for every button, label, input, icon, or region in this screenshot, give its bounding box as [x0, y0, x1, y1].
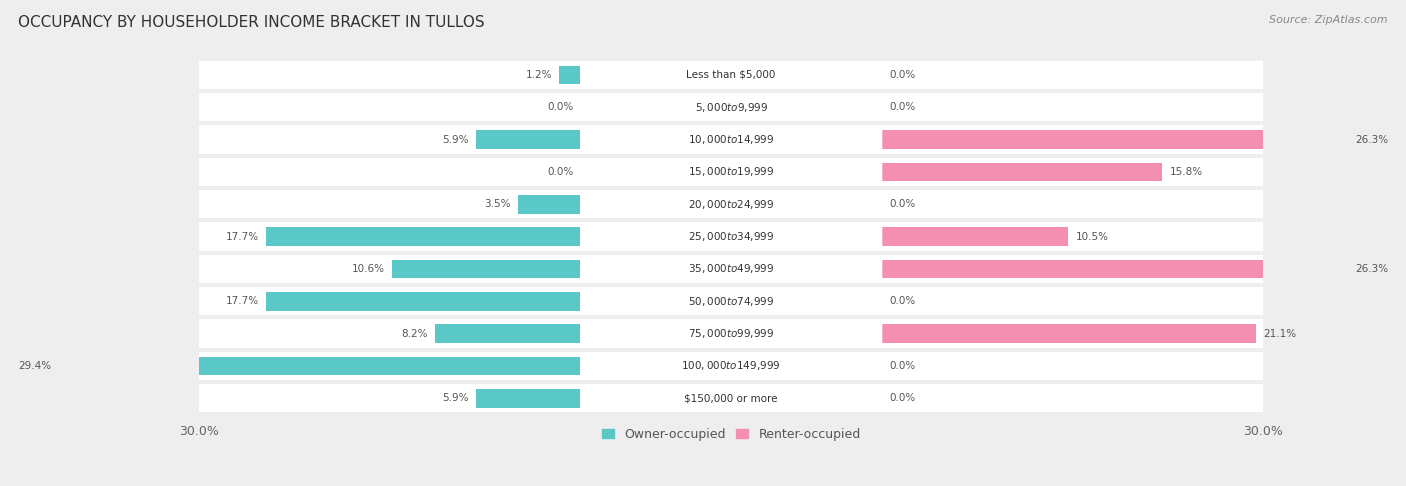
Text: 10.5%: 10.5% — [1076, 231, 1108, 242]
Bar — [198, 319, 1264, 348]
Bar — [59, 357, 581, 375]
Bar — [198, 223, 1264, 251]
Text: 0.0%: 0.0% — [889, 199, 915, 209]
Text: 0.0%: 0.0% — [547, 102, 574, 112]
FancyBboxPatch shape — [581, 387, 883, 409]
Text: 26.3%: 26.3% — [1355, 264, 1389, 274]
Bar — [198, 125, 1264, 154]
Bar — [882, 162, 1163, 181]
Bar — [882, 324, 1257, 343]
Text: 17.7%: 17.7% — [226, 296, 259, 306]
Bar — [434, 324, 581, 343]
Bar — [882, 260, 1348, 278]
Legend: Owner-occupied, Renter-occupied: Owner-occupied, Renter-occupied — [596, 423, 866, 446]
FancyBboxPatch shape — [581, 96, 883, 118]
Bar — [519, 195, 581, 214]
Text: $50,000 to $74,999: $50,000 to $74,999 — [688, 295, 775, 308]
Bar — [266, 227, 581, 246]
Text: $100,000 to $149,999: $100,000 to $149,999 — [682, 360, 780, 372]
Bar — [198, 287, 1264, 315]
Text: OCCUPANCY BY HOUSEHOLDER INCOME BRACKET IN TULLOS: OCCUPANCY BY HOUSEHOLDER INCOME BRACKET … — [18, 15, 485, 30]
Text: 0.0%: 0.0% — [889, 361, 915, 371]
Text: 10.6%: 10.6% — [352, 264, 385, 274]
Text: 8.2%: 8.2% — [401, 329, 427, 339]
FancyBboxPatch shape — [581, 161, 883, 183]
Bar — [882, 227, 1069, 246]
FancyBboxPatch shape — [581, 258, 883, 280]
Text: 0.0%: 0.0% — [889, 70, 915, 80]
Bar — [198, 61, 1264, 89]
Bar — [198, 157, 1264, 186]
Bar — [560, 66, 581, 84]
Bar — [475, 389, 581, 408]
FancyBboxPatch shape — [581, 355, 883, 377]
Text: $150,000 or more: $150,000 or more — [685, 393, 778, 403]
Text: 26.3%: 26.3% — [1355, 135, 1389, 144]
Text: 29.4%: 29.4% — [18, 361, 52, 371]
Text: 0.0%: 0.0% — [889, 102, 915, 112]
Bar — [266, 292, 581, 311]
Bar — [475, 130, 581, 149]
Text: $35,000 to $49,999: $35,000 to $49,999 — [688, 262, 775, 276]
Text: 17.7%: 17.7% — [226, 231, 259, 242]
Text: 21.1%: 21.1% — [1264, 329, 1296, 339]
FancyBboxPatch shape — [581, 193, 883, 215]
Text: 1.2%: 1.2% — [526, 70, 553, 80]
Bar — [198, 352, 1264, 380]
Text: 0.0%: 0.0% — [889, 296, 915, 306]
Text: $5,000 to $9,999: $5,000 to $9,999 — [695, 101, 768, 114]
Text: $75,000 to $99,999: $75,000 to $99,999 — [688, 327, 775, 340]
Text: $20,000 to $24,999: $20,000 to $24,999 — [688, 198, 775, 211]
FancyBboxPatch shape — [581, 323, 883, 345]
Bar — [198, 93, 1264, 122]
FancyBboxPatch shape — [581, 226, 883, 247]
Text: $25,000 to $34,999: $25,000 to $34,999 — [688, 230, 775, 243]
Text: $10,000 to $14,999: $10,000 to $14,999 — [688, 133, 775, 146]
FancyBboxPatch shape — [581, 129, 883, 150]
Text: 0.0%: 0.0% — [547, 167, 574, 177]
Text: 3.5%: 3.5% — [485, 199, 512, 209]
Bar — [392, 260, 581, 278]
Bar — [198, 255, 1264, 283]
Text: 0.0%: 0.0% — [889, 393, 915, 403]
Bar — [198, 384, 1264, 413]
Text: 15.8%: 15.8% — [1170, 167, 1202, 177]
Bar — [882, 130, 1348, 149]
Text: Source: ZipAtlas.com: Source: ZipAtlas.com — [1270, 15, 1388, 25]
Text: 5.9%: 5.9% — [441, 135, 468, 144]
Text: $15,000 to $19,999: $15,000 to $19,999 — [688, 165, 775, 178]
Text: Less than $5,000: Less than $5,000 — [686, 70, 776, 80]
Bar — [198, 190, 1264, 219]
FancyBboxPatch shape — [581, 291, 883, 312]
Text: 5.9%: 5.9% — [441, 393, 468, 403]
FancyBboxPatch shape — [581, 64, 883, 86]
